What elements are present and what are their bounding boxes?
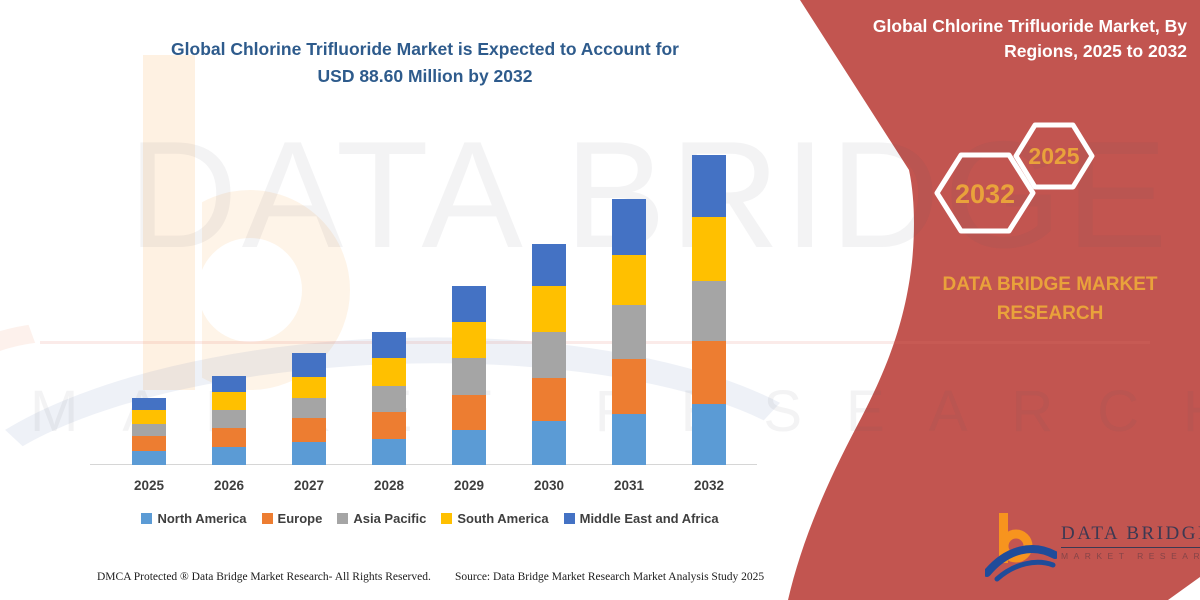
chart-title-line1: Global Chlorine Trifluoride Market is Ex… — [171, 39, 679, 59]
dmca-copyright-text: DMCA Protected ® Data Bridge Market Rese… — [97, 571, 431, 583]
bar-segment-2028-europe — [372, 411, 406, 440]
legend-swatch-icon — [337, 513, 349, 524]
x-axis-label-2025: 2025 — [133, 478, 165, 493]
bar-segment-2029-asia-pacific — [452, 358, 486, 395]
legend-item-europe: Europe — [261, 511, 323, 526]
x-axis-label-2028: 2028 — [373, 478, 405, 493]
bar-segment-2025-middle-east-and-africa — [132, 398, 166, 411]
x-axis-label-2030: 2030 — [533, 478, 565, 493]
bar-segment-2025-south-america — [132, 410, 166, 424]
bar-segment-2025-north-america — [132, 450, 166, 465]
bar-segment-2026-middle-east-and-africa — [212, 375, 246, 393]
bar-segment-2030-south-america — [532, 286, 566, 332]
bar-segment-2027-middle-east-and-africa — [292, 353, 326, 377]
bar-segment-2030-middle-east-and-africa — [532, 243, 566, 287]
bar-segment-2032-north-america — [692, 404, 726, 465]
source-attribution-text: Source: Data Bridge Market Research Mark… — [455, 571, 765, 583]
x-axis-label-2032: 2032 — [693, 478, 725, 493]
bar-segment-2031-north-america — [612, 413, 646, 465]
bar-segment-2029-europe — [452, 394, 486, 431]
legend-item-north-america: North America — [141, 511, 247, 526]
bar-segment-2031-europe — [612, 359, 646, 414]
x-axis-label-2031: 2031 — [613, 478, 645, 493]
bar-segment-2032-south-america — [692, 216, 726, 281]
bar-segment-2028-south-america — [372, 358, 406, 387]
x-axis-label-2029: 2029 — [453, 478, 485, 493]
bar-segment-2028-north-america — [372, 439, 406, 465]
bar-segment-2026-asia-pacific — [212, 409, 246, 429]
legend-swatch-icon — [141, 513, 153, 524]
x-axis-label-2026: 2026 — [213, 478, 245, 493]
chart-title: Global Chlorine Trifluoride Market is Ex… — [115, 36, 735, 90]
legend-item-asia-pacific: Asia Pacific — [337, 511, 426, 526]
legend-swatch-icon — [563, 513, 575, 524]
bar-segment-2031-asia-pacific — [612, 305, 646, 360]
bar-2027 — [292, 353, 326, 465]
legend-label: Middle East and Africa — [579, 511, 719, 526]
bar-segment-2030-north-america — [532, 420, 566, 465]
bar-segment-2029-middle-east-and-africa — [452, 286, 486, 322]
bar-segment-2027-asia-pacific — [292, 397, 326, 419]
chart-legend: North America Europe Asia Pacific South Ame… — [60, 511, 800, 526]
x-axis-line — [90, 464, 757, 465]
bar-segment-2026-north-america — [212, 446, 246, 465]
legend-item-south-america: South America — [441, 511, 549, 526]
bar-segment-2032-asia-pacific — [692, 280, 726, 341]
bar-2026 — [212, 375, 246, 465]
bar-segment-2029-north-america — [452, 430, 486, 465]
legend-label: North America — [157, 511, 247, 526]
bar-segment-2027-north-america — [292, 442, 326, 465]
bar-segment-2031-middle-east-and-africa — [612, 199, 646, 255]
bar-segment-2028-asia-pacific — [372, 386, 406, 412]
bar-segment-2030-asia-pacific — [532, 331, 566, 378]
chart-title-line2: USD 88.60 Million by 2032 — [317, 66, 533, 87]
bar-2025 — [132, 398, 166, 465]
x-axis-label-2027: 2027 — [293, 478, 325, 493]
bar-segment-2027-europe — [292, 418, 326, 443]
legend-label: Asia Pacific — [353, 511, 427, 526]
bar-segment-2029-south-america — [452, 321, 486, 359]
bar-segment-2025-europe — [132, 435, 166, 451]
bar-segment-2028-middle-east-and-africa — [372, 331, 406, 359]
bar-segment-2027-south-america — [292, 376, 326, 398]
legend-swatch-icon — [261, 513, 273, 524]
bar-2030 — [532, 243, 566, 465]
legend-label: Europe — [277, 511, 323, 526]
bar-segment-2026-south-america — [212, 392, 246, 410]
bar-segment-2025-asia-pacific — [132, 423, 166, 436]
bar-2032 — [692, 155, 726, 465]
bar-segment-2026-europe — [212, 428, 246, 447]
legend-label: South America — [457, 511, 549, 526]
legend-item-middle-east-and-africa: Middle East and Africa — [563, 511, 719, 526]
bar-2028 — [372, 331, 406, 465]
bar-segment-2032-middle-east-and-africa — [692, 155, 726, 217]
bar-2029 — [452, 286, 486, 465]
bar-2031 — [612, 199, 646, 465]
bar-segment-2031-south-america — [612, 254, 646, 306]
side-panel-shape — [788, 0, 1200, 600]
bar-segment-2030-europe — [532, 377, 566, 421]
bar-segment-2032-europe — [692, 340, 726, 405]
legend-swatch-icon — [441, 513, 453, 524]
